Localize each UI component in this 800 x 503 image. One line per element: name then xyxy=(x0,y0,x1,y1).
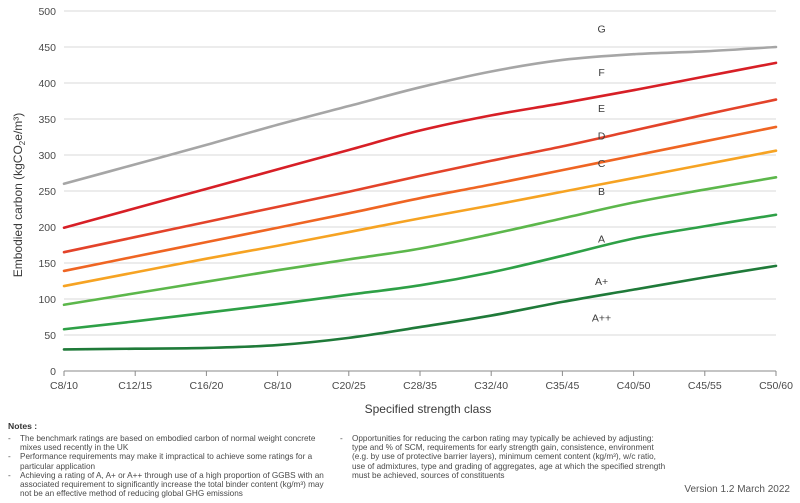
series-labels: G F E D C B A A+ A++ xyxy=(592,23,611,324)
series-label: F xyxy=(598,67,604,79)
series-label: C xyxy=(598,158,606,170)
x-tick-label: C16/20 xyxy=(189,380,223,392)
series-line-c xyxy=(62,149,778,288)
y-tick-label: 300 xyxy=(38,150,56,162)
series-line-b xyxy=(62,176,778,307)
series-line-d xyxy=(62,125,778,273)
series-line-f xyxy=(62,61,778,230)
series-label: A xyxy=(598,234,605,246)
y-tick-label: 50 xyxy=(44,330,56,342)
note-item: The benchmark ratings are based on embod… xyxy=(8,434,330,452)
series-label: A++ xyxy=(592,313,611,325)
x-tick-label: C20/25 xyxy=(332,380,366,392)
y-tick-label: 350 xyxy=(38,114,56,126)
x-tick-label: C50/60 xyxy=(759,380,793,392)
version-label: Version 1.2 March 2022 xyxy=(684,484,790,495)
note-item: Performance requirements may make it imp… xyxy=(8,452,330,470)
y-tick-label: 500 xyxy=(38,6,56,18)
chart: 0 50 100 150 200 250 300 350 400 450 500 C8/10 C12/… xyxy=(11,6,793,416)
x-tick-label: C35/45 xyxy=(545,380,579,392)
x-tick-label: C12/15 xyxy=(118,380,152,392)
y-tick-label: 100 xyxy=(38,294,56,306)
x-axis: C8/10 C12/15 C16/20 C8/10 C20/25 C28/35 C32/40… xyxy=(50,371,793,392)
notes-right-column: Opportunities for reducing the carbon ra… xyxy=(340,434,670,480)
series-label: D xyxy=(598,131,606,143)
y-axis: 0 50 100 150 200 250 300 350 400 450 500 xyxy=(38,6,56,378)
y-tick-label: 0 xyxy=(50,366,56,378)
notes: Notes : The benchmark ratings are based … xyxy=(8,421,708,498)
y-tick-label: 400 xyxy=(38,78,56,90)
series-line-a xyxy=(62,213,778,331)
series-line-e xyxy=(62,98,778,254)
note-item: Achieving a rating of A, A+ or A++ throu… xyxy=(8,471,330,499)
series-label: E xyxy=(598,103,605,115)
x-tick-label: C28/35 xyxy=(403,380,437,392)
x-tick-label: C8/10 xyxy=(264,380,292,392)
x-tick-label: C8/10 xyxy=(50,380,78,392)
series-label: B xyxy=(598,186,605,198)
y-tick-label: 150 xyxy=(38,258,56,270)
note-item: Opportunities for reducing the carbon ra… xyxy=(340,434,670,480)
x-tick-label: C32/40 xyxy=(474,380,508,392)
y-tick-label: 200 xyxy=(38,222,56,234)
series-label: G xyxy=(597,23,605,35)
series-line-g xyxy=(62,45,778,186)
series-label: A+ xyxy=(595,276,608,288)
series-line-aplus xyxy=(62,264,778,351)
x-tick-label: C40/50 xyxy=(617,380,651,392)
y-tick-label: 450 xyxy=(38,42,56,54)
y-axis-title: Embodied carbon (kgCO2e/m³) xyxy=(11,113,27,278)
y-tick-label: 250 xyxy=(38,186,56,198)
series-lines xyxy=(62,45,778,351)
grid xyxy=(64,10,776,372)
x-tick-label: C45/55 xyxy=(688,380,722,392)
notes-title: Notes : xyxy=(8,421,38,431)
x-axis-title: Specified strength class xyxy=(365,402,492,416)
notes-left-column: The benchmark ratings are based on embod… xyxy=(8,434,330,498)
